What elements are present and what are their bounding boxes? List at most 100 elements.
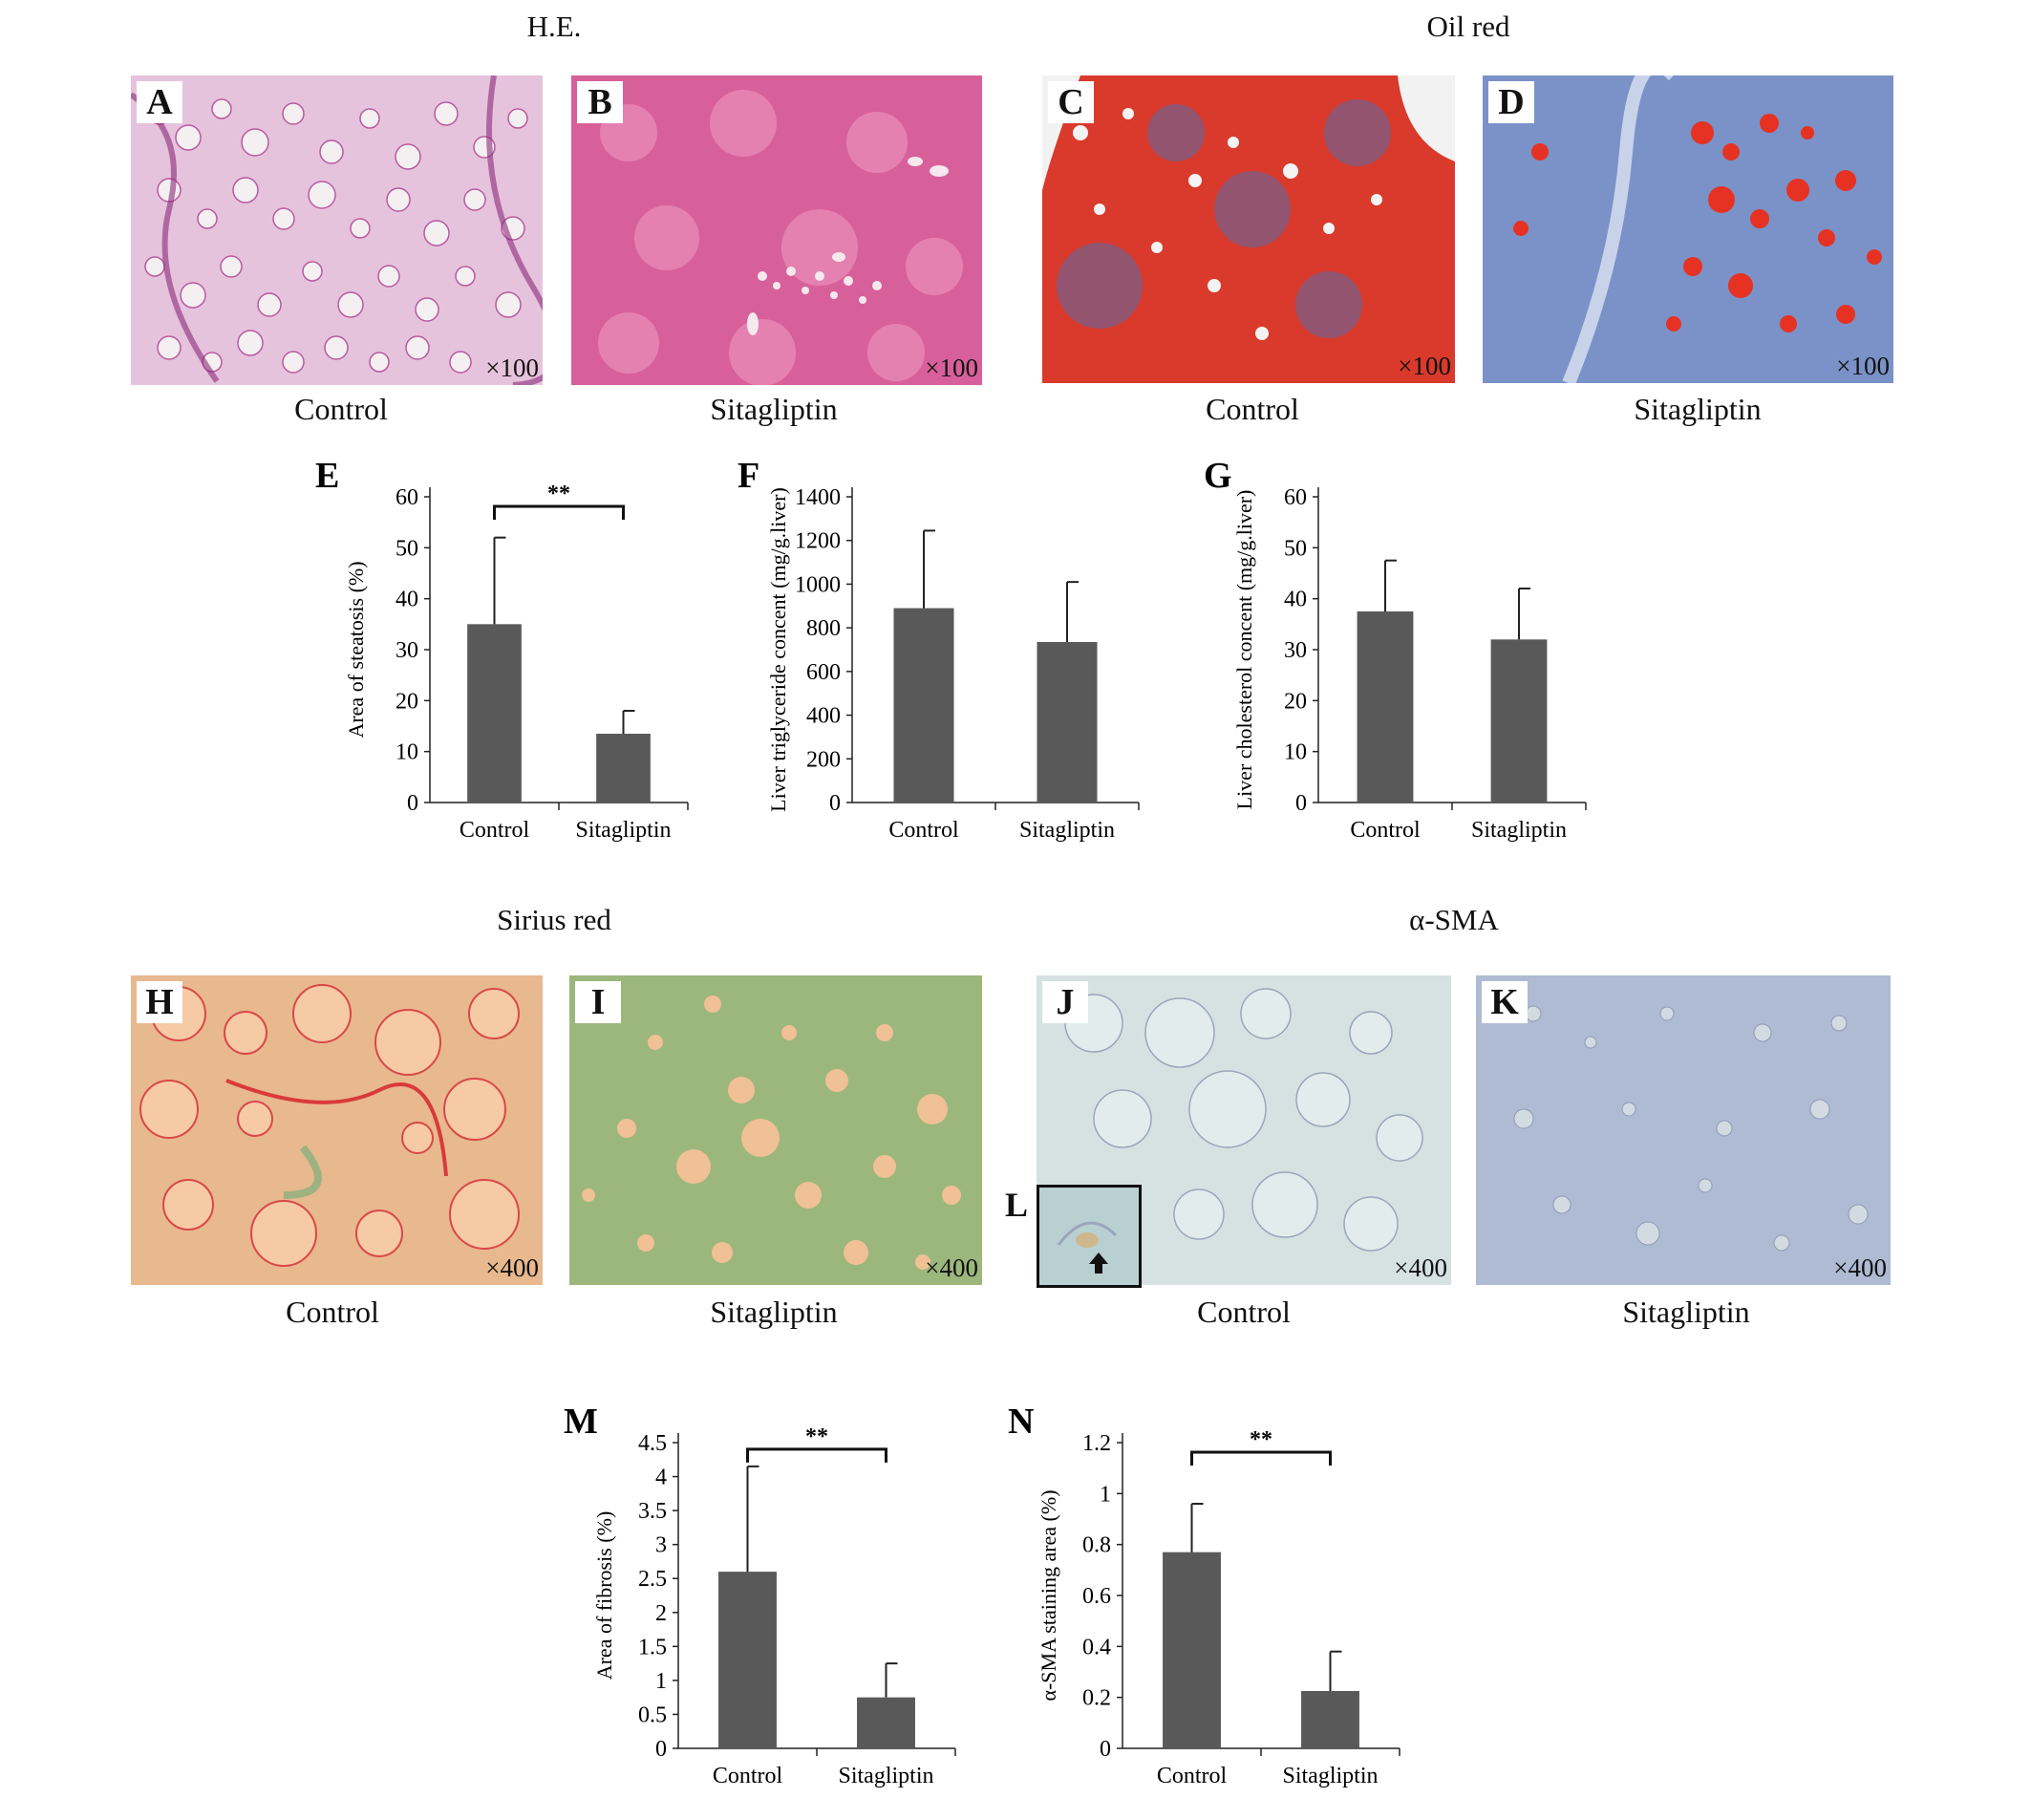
- y-tick-label: 30: [1284, 638, 1307, 663]
- panel-letter-a: A: [137, 81, 182, 123]
- bar-control: [1163, 1552, 1221, 1748]
- micrograph-panel-i: I ×400: [569, 975, 982, 1285]
- caption-a: Control: [294, 392, 388, 426]
- y-tick-label: 4: [655, 1466, 667, 1490]
- y-axis-label: Area of steatosis (%): [344, 561, 368, 738]
- bar-sitagliptin: [1301, 1691, 1359, 1748]
- x-tick-label: Sitagliptin: [1282, 1764, 1378, 1788]
- he-normal-texture: [571, 75, 982, 385]
- section-title-sirius-red: Sirius red: [497, 903, 611, 936]
- y-tick-label: 1: [1100, 1482, 1111, 1507]
- inset-texture: [1039, 1188, 1139, 1285]
- oil-red-control-texture: [1042, 75, 1455, 383]
- y-tick-label: 4.5: [638, 1431, 667, 1456]
- chart-letter-n: N: [1008, 1402, 1034, 1442]
- magnification-label-a: ×100: [485, 353, 539, 382]
- panel-letter-c: C: [1048, 81, 1094, 123]
- panel-letter-l: L: [1005, 1186, 1029, 1224]
- significance-label: **: [547, 482, 570, 506]
- caption-c: Control: [1206, 392, 1299, 426]
- micrograph-panel-k: K ×400: [1476, 975, 1891, 1285]
- caption-j: Control: [1197, 1295, 1291, 1329]
- caption-b: Sitagliptin: [710, 392, 838, 426]
- y-axis-label: α-SMA staining area (%): [1037, 1489, 1060, 1701]
- y-tick-label: 1200: [795, 529, 841, 554]
- panel-letter-i: I: [575, 981, 621, 1023]
- chart-e: E 0 10 20 30 40 50 60 Area of steatosis (%) Contr…: [315, 456, 689, 843]
- y-tick-label: 0: [829, 791, 841, 816]
- inset-panel-l: [1037, 1185, 1142, 1288]
- y-tick-label: 0.6: [1082, 1584, 1111, 1609]
- chart-letter-g: G: [1204, 456, 1232, 496]
- asma-sita-texture: [1476, 975, 1891, 1285]
- chart-letter-f: F: [738, 456, 759, 496]
- significance-bracket: [493, 504, 625, 520]
- caption-i: Sitagliptin: [710, 1295, 838, 1329]
- y-tick-label: 0: [1100, 1737, 1111, 1762]
- micrograph-panel-d: D ×100: [1483, 75, 1893, 383]
- micrograph-panel-a: A ×100: [131, 75, 543, 385]
- magnification-label-c: ×100: [1398, 352, 1451, 380]
- oil-red-sita-texture: [1483, 75, 1893, 383]
- panel-letter-j: J: [1042, 981, 1088, 1023]
- y-tick-label: 600: [806, 660, 841, 685]
- y-axis-label: Liver triglyceride concent (mg/g.liver): [766, 487, 790, 812]
- y-tick-label: 1: [655, 1669, 667, 1694]
- y-tick-label: 10: [396, 740, 418, 765]
- significance-label: **: [805, 1424, 828, 1449]
- magnification-label-k: ×400: [1833, 1253, 1887, 1282]
- y-tick-label: 50: [396, 536, 418, 561]
- y-tick-label: 400: [806, 704, 841, 729]
- significance-bracket: [1190, 1450, 1332, 1466]
- significance-bracket: [746, 1447, 887, 1463]
- y-tick-label: 0: [1295, 791, 1307, 816]
- bar-control: [1357, 611, 1414, 803]
- y-tick-label: 2.5: [638, 1567, 667, 1592]
- bar-control: [467, 624, 522, 803]
- y-tick-label: 20: [1284, 689, 1307, 714]
- bar-sitagliptin: [596, 734, 651, 803]
- bar-sitagliptin: [857, 1697, 915, 1748]
- caption-d: Sitagliptin: [1634, 392, 1762, 426]
- y-tick-label: 50: [1284, 536, 1307, 561]
- panel-letter-d: D: [1488, 81, 1534, 123]
- y-tick-label: 0.5: [638, 1702, 667, 1727]
- y-tick-label: 0.8: [1082, 1533, 1111, 1558]
- magnification-label-b: ×100: [925, 353, 978, 382]
- x-tick-label: Control: [713, 1764, 783, 1788]
- chart-letter-e: E: [315, 456, 339, 496]
- x-tick-label: Control: [460, 818, 530, 843]
- y-tick-label: 0.4: [1082, 1635, 1111, 1659]
- caption-k: Sitagliptin: [1622, 1295, 1750, 1329]
- y-tick-label: 3.5: [638, 1499, 667, 1524]
- sirius-red-sita-texture: [569, 975, 982, 1285]
- y-axis-label: Liver cholesterol concent (mg/g.liver): [1232, 490, 1256, 810]
- micrograph-panel-c: C ×100: [1042, 75, 1455, 383]
- x-tick-label: Control: [888, 818, 959, 843]
- micrograph-panel-h: H ×400: [131, 975, 543, 1285]
- bar-control: [718, 1572, 777, 1748]
- he-fatty-texture: [131, 75, 543, 385]
- y-tick-label: 200: [806, 747, 841, 772]
- chart-n: N 0 0.2 0.4 0.6 0.8 1 1.2 α-SMA staining area (%…: [1008, 1402, 1400, 1788]
- y-tick-label: 1400: [795, 485, 841, 510]
- x-tick-label: Sitagliptin: [838, 1764, 933, 1788]
- y-tick-label: 1.5: [638, 1635, 667, 1659]
- chart-m: M 0 0.5 1 1.5 2 2.5 3 3.5 4 4.5 Area of fibrosis (%…: [564, 1402, 956, 1788]
- panel-letter-h: H: [137, 981, 182, 1023]
- y-tick-label: 3: [655, 1533, 667, 1558]
- bar-sitagliptin: [1037, 642, 1098, 803]
- y-tick-label: 0.2: [1082, 1686, 1111, 1711]
- x-tick-label: Sitagliptin: [1019, 818, 1115, 843]
- y-tick-label: 60: [1284, 485, 1307, 510]
- significance-label: **: [1250, 1427, 1272, 1452]
- y-tick-label: 10: [1284, 740, 1307, 765]
- panel-letter-b: B: [577, 81, 623, 123]
- y-tick-label: 60: [396, 485, 418, 510]
- caption-h: Control: [286, 1295, 379, 1329]
- micrograph-panel-b: B ×100: [571, 75, 982, 385]
- section-title-he: H.E.: [526, 10, 582, 43]
- panel-letter-k: K: [1482, 981, 1528, 1023]
- sirius-red-control-texture: [131, 975, 543, 1285]
